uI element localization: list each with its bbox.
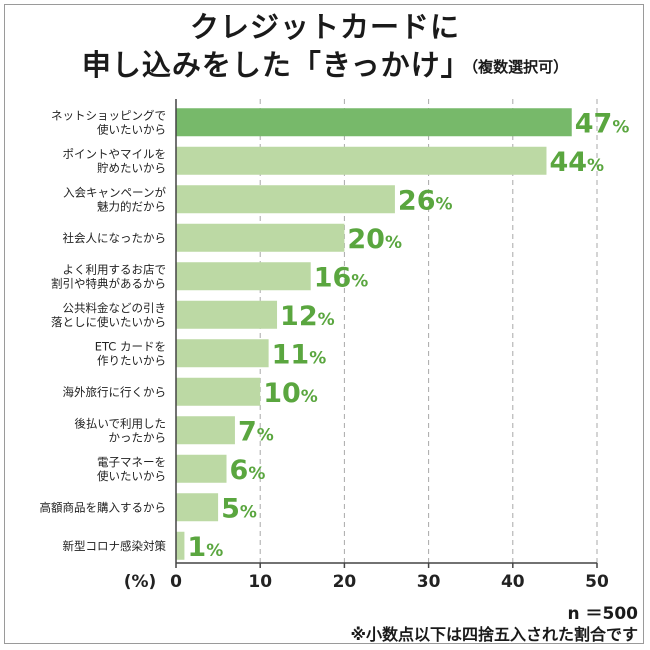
value-label: 6% [230, 455, 266, 486]
bar [176, 416, 235, 445]
value-label: 26% [398, 185, 453, 216]
category-label: 高額商品を購入するから [40, 500, 167, 514]
x-tick-label: 30 [417, 572, 441, 592]
title-line-2-text: 申し込みをした「きっかけ」 [81, 48, 471, 82]
value-label: 20% [347, 224, 402, 255]
value-label: 12% [280, 301, 335, 332]
category-label: ETC カードを作りたいから [95, 339, 166, 367]
sample-size: n ＝500 [567, 604, 638, 624]
value-label: 11% [272, 339, 327, 370]
value-label: 10% [263, 378, 318, 409]
category-label: ポイントやマイルを貯めたいから [63, 147, 167, 175]
bar [176, 339, 269, 368]
value-label: 16% [314, 262, 369, 293]
value-label: 1% [187, 532, 223, 563]
category-label: 電子マネーを使いたいから [97, 455, 166, 483]
category-label: 海外旅行に行くから [63, 385, 167, 399]
title-note: （複数選択可） [470, 58, 569, 76]
bar [176, 146, 547, 175]
value-label: 47% [575, 108, 630, 139]
title-line-1: クレジットカードに [189, 10, 460, 44]
category-label: 入会キャンペーンが魅力的だから [63, 185, 166, 213]
bar [176, 223, 345, 252]
category-label: 社会人になったから [63, 231, 167, 245]
bar [176, 377, 261, 406]
x-tick-label: 10 [248, 572, 272, 592]
title-line-2: 申し込みをした「きっかけ」（複数選択可） [0, 46, 650, 86]
category-label: ネットショッピングで使いたいから [51, 108, 166, 136]
x-tick-label: 20 [333, 572, 357, 592]
value-label: 5% [221, 493, 257, 524]
value-label: 44% [549, 147, 604, 178]
x-tick-label: 40 [501, 572, 525, 592]
chart-title: クレジットカードに 申し込みをした「きっかけ」（複数選択可） [0, 8, 650, 86]
bar [176, 300, 278, 329]
x-tick-label: 50 [585, 572, 609, 592]
bar [176, 493, 219, 522]
category-label: 後払いで利用したかったから [74, 416, 166, 444]
value-label: 7% [238, 416, 274, 447]
bar [176, 185, 395, 214]
category-label: 新型コロナ感染対策 [63, 539, 167, 553]
bar [176, 262, 311, 291]
x-tick-label: 0 [170, 572, 182, 592]
bar [176, 108, 572, 137]
category-label: 公共料金などの引き落としに使いたいから [51, 301, 166, 329]
rounding-note: ※小数点以下は四捨五入された割合です [350, 625, 638, 644]
x-axis-label: (%) [124, 572, 157, 592]
bar [176, 531, 185, 560]
bar [176, 454, 227, 483]
category-label: よく利用するお店で割引や特典があるから [51, 262, 166, 290]
